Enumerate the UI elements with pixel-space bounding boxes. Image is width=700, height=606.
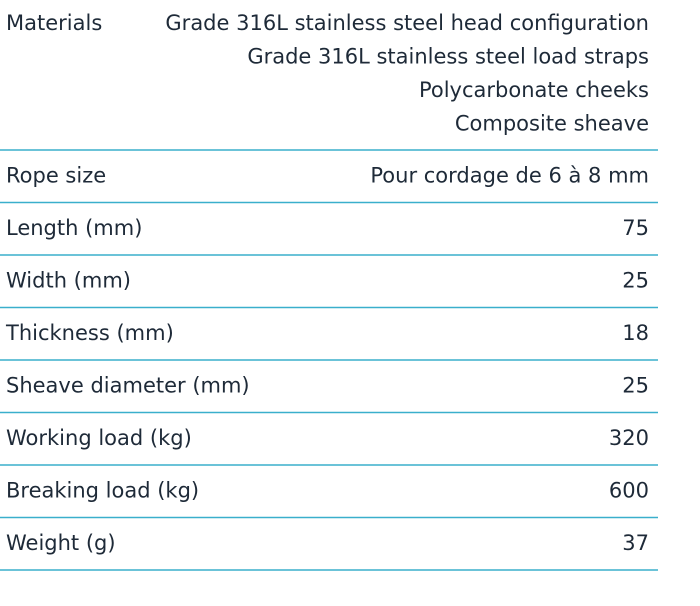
- row-label: Thickness (mm): [5, 321, 174, 345]
- row-value: 18: [622, 321, 649, 345]
- row-label: Rope size: [6, 163, 106, 187]
- row-value: 600: [609, 478, 649, 502]
- row-value: 320: [609, 426, 649, 450]
- row-value: Grade 316L stainless steel load straps: [247, 44, 649, 68]
- row-value: Polycarbonate cheeks: [419, 78, 649, 102]
- row-value: 25: [622, 268, 649, 292]
- row-value: Grade 316L stainless steel head configur…: [165, 11, 649, 35]
- row-label: Width (mm): [6, 268, 131, 292]
- row-label: Weight (g): [6, 531, 116, 555]
- row-label: Sheave diameter (mm): [6, 373, 250, 397]
- row-label: Working load (kg): [6, 426, 192, 450]
- row-label: Materials: [6, 11, 102, 35]
- row-label: Length (mm): [6, 216, 142, 240]
- row-label: Breaking load (kg): [6, 478, 199, 502]
- row-value: Pour cordage de 6 à 8 mm: [370, 163, 649, 187]
- row-value: 37: [622, 531, 649, 555]
- row-value: 75: [622, 216, 649, 240]
- row-value: Composite sheave: [455, 111, 649, 135]
- row-value: 25: [622, 373, 649, 397]
